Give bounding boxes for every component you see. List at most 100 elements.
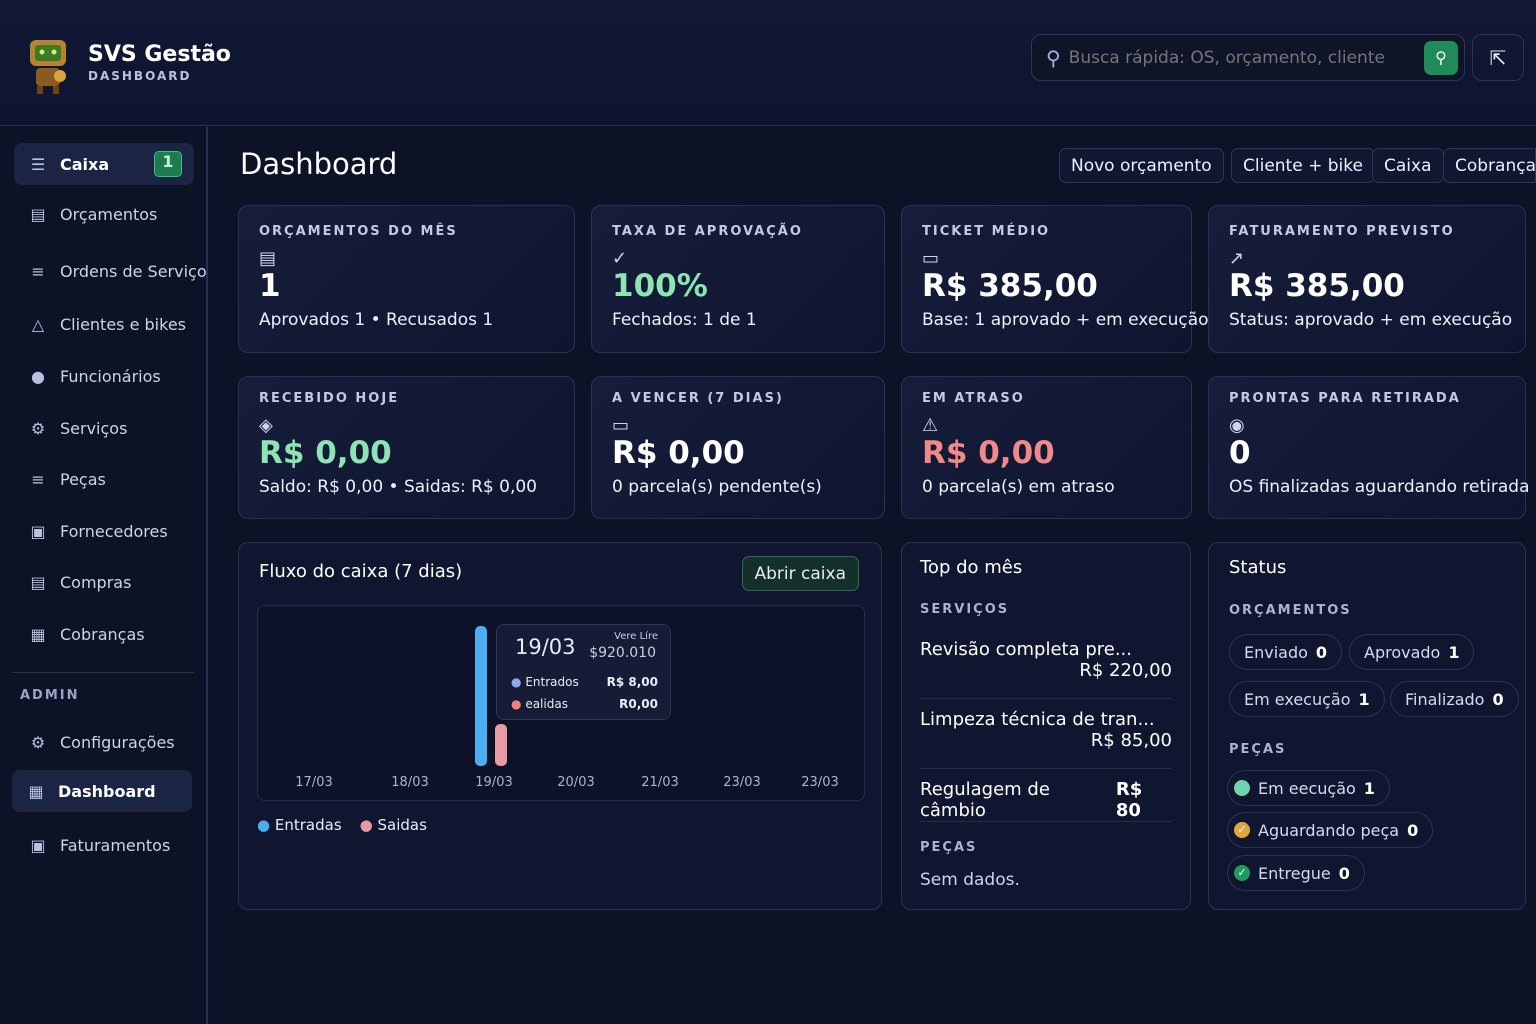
stat-card: TICKET MÉDIO ▭ R$ 385,00 Base: 1 aprovado +… (901, 205, 1209, 353)
sidebar-item-label: Clientes e bikes (60, 314, 186, 334)
trend-icon: ↗ (1229, 248, 1245, 269)
card-subtext: 0 parcela(s) em atraso (922, 477, 1115, 497)
sidebar-item-servicos[interactable]: ⚙ Serviços (14, 407, 194, 449)
stat-card: A VENCER (7 DIAS) ▭ R$ 0,00 0 parcela(s) pe… (591, 376, 885, 519)
sidebar-item-caixa[interactable]: ☰ Caixa 1 (14, 143, 194, 185)
service-item: Limpeza técnica de tran... R$ 85,00 (920, 709, 1172, 751)
legend-label: Saidas (377, 816, 427, 834)
caixa-button[interactable]: Caixa (1372, 148, 1444, 183)
service-item: Revisão completa pre... R$ 220,00 (920, 639, 1172, 681)
sidebar-item-label: Faturamentos (60, 835, 171, 855)
sidebar-item-configuracoes[interactable]: ⚙ Configurações (14, 721, 194, 763)
chip-pecas-em-execucao[interactable]: Em eecução 1 (1227, 770, 1390, 806)
status-dot-icon (1234, 780, 1250, 796)
bar-saidas[interactable] (495, 724, 507, 766)
sidebar-item-faturamentos[interactable]: ▣ Faturamentos (14, 824, 194, 866)
sidebar-item-label: Funcionários (60, 366, 161, 386)
users-icon: ● (31, 366, 45, 386)
chip-label: Em eecução (1258, 778, 1356, 798)
bar-entradas[interactable] (475, 626, 487, 766)
chip-label: Aprovado (1364, 642, 1441, 662)
divider (920, 768, 1172, 769)
tooltip-label: Entrados (525, 675, 579, 689)
card-label: RECEBIDO HOJE (259, 391, 400, 406)
sidebar-item-dashboard[interactable]: ▦ Dashboard (12, 770, 192, 812)
chip-count: 1 (1448, 642, 1460, 662)
sidebar-item-fornecedores[interactable]: ▣ Fornecedores (14, 510, 194, 552)
novo-orcamento-button[interactable]: Novo orçamento (1059, 148, 1224, 183)
parts-status-label: PEÇAS (1229, 742, 1287, 757)
logout-button[interactable]: ⇱ (1472, 34, 1524, 81)
budgets-label: ORÇAMENTOS (1229, 603, 1352, 618)
app-title: SVS Gestão (88, 42, 231, 67)
chip-label: Aguardando peça (1258, 820, 1400, 840)
x-tick-label: 18/03 (391, 775, 428, 790)
sidebar-item-orcamentos[interactable]: ▤ Orçamentos (14, 193, 194, 235)
services-label: SERVIÇOS (920, 602, 1010, 617)
cart-icon: ▤ (30, 572, 46, 592)
card-subtext: Aprovados 1 • Recusados 1 (259, 310, 494, 330)
x-tick-label: 20/03 (557, 775, 594, 790)
box-icon: ◉ (1229, 415, 1245, 436)
chip-label: Finalizado (1405, 689, 1485, 709)
calendar-icon: ▭ (612, 415, 630, 436)
search-button[interactable]: ⚲ (1424, 40, 1458, 75)
divider (920, 821, 1172, 822)
sidebar-item-label: Caixa (60, 154, 110, 174)
check-icon: ✓ (1234, 865, 1250, 881)
sidebar-item-ordens[interactable]: ≡ Ordens de Serviço (14, 250, 208, 292)
chip-finalizado[interactable]: Finalizado 0 (1390, 681, 1519, 717)
receipt-icon: ▤ (259, 248, 277, 269)
chart-legend: ● Entradas ● Saidas (257, 816, 427, 834)
chip-enviado[interactable]: Enviado 0 (1229, 634, 1343, 670)
tooltip-value: R$ 8,00 (606, 675, 658, 689)
warning-icon: ⚠ (922, 415, 939, 436)
cash-icon: ◈ (259, 415, 273, 436)
search-icon: ⚲ (1046, 45, 1061, 70)
card-label: TICKET MÉDIO (922, 224, 1051, 239)
cliente-bike-button[interactable]: Cliente + bike (1231, 148, 1375, 183)
card-value: 0 (1229, 435, 1251, 471)
user-icon: △ (31, 314, 45, 334)
legend-entradas: ● Entradas (257, 816, 342, 834)
sidebar-item-label: Serviços (60, 418, 128, 438)
admin-label: ADMIN (20, 688, 80, 703)
abrir-caixa-button[interactable]: Abrir caixa (741, 556, 859, 591)
card-label: A VENCER (7 DIAS) (612, 391, 784, 406)
sidebar-item-funcionarios[interactable]: ● Funcionários (14, 355, 194, 397)
stat-card: EM ATRASO ⚠ R$ 0,00 0 parcela(s) em atraso (901, 376, 1192, 519)
sidebar-item-cobrancas[interactable]: ▦ Cobranças (14, 613, 194, 655)
truck-icon: ▣ (30, 521, 46, 541)
sidebar-item-clientes[interactable]: △ Clientes e bikes (14, 303, 194, 345)
chip-aprovado[interactable]: Aprovado 1 (1349, 634, 1475, 670)
check-icon: ✓ (1234, 822, 1250, 838)
search-input[interactable] (1068, 47, 1424, 68)
card-label: ORÇAMENTOS DO MÊS (259, 224, 458, 239)
chip-count: 0 (1492, 689, 1504, 709)
cash-flow-chart: 17/03 18/03 19/03 20/03 21/03 23/03 23/03 (295, 626, 839, 790)
x-tick-label: 19/03 (475, 775, 512, 790)
chip-count: 0 (1315, 642, 1328, 662)
service-name: Revisão completa pre... (920, 639, 1132, 660)
chip-em-execucao[interactable]: Em execução 1 (1229, 681, 1385, 717)
card-label: TAXA DE APROVAÇÃO (612, 224, 803, 239)
sidebar-item-pecas[interactable]: ≡ Peças (14, 458, 194, 500)
card-subtext: 0 parcela(s) pendente(s) (612, 477, 822, 497)
chip-aguardando-peca[interactable]: ✓ Aguardando peça 0 (1227, 812, 1434, 848)
x-tick-label: 23/03 (723, 775, 760, 790)
parts-empty: Sem dados. (920, 870, 1020, 890)
sidebar-item-compras[interactable]: ▤ Compras (14, 561, 194, 603)
card-value: 100% (612, 268, 708, 304)
service-name: Limpeza técnica de tran... (920, 709, 1155, 730)
top-month-panel: Top do mês SERVIÇOS Revisão completa pre… (901, 542, 1191, 910)
cobrancas-button[interactable]: Cobranças (1443, 148, 1536, 183)
checklist-icon: ≡ (31, 261, 45, 281)
chip-count: 1 (1363, 778, 1375, 798)
search-bar[interactable]: ⚲ ⚲ (1031, 34, 1465, 81)
chip-count: 0 (1338, 863, 1350, 883)
legend-label: Entradas (274, 816, 342, 834)
check-circle-icon: ✓ (612, 248, 628, 269)
chip-entregue[interactable]: ✓ Entregue 0 (1227, 855, 1365, 891)
caixa-badge: 1 (154, 151, 182, 177)
stack-icon: ≡ (31, 469, 45, 489)
